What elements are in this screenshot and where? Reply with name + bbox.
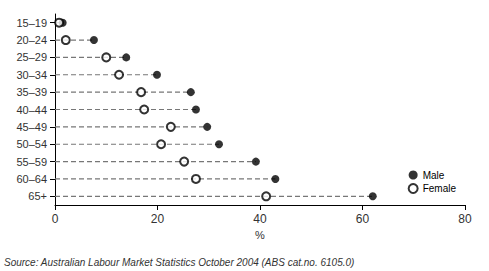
svg-text:60: 60 [356, 212, 370, 226]
svg-text:Source: Australian Labour Mark: Source: Australian Labour Market Statist… [4, 257, 354, 268]
svg-text:25–29: 25–29 [16, 51, 47, 63]
svg-text:65+: 65+ [28, 190, 47, 202]
svg-text:45–49: 45–49 [16, 121, 47, 133]
svg-text:40: 40 [253, 212, 267, 226]
svg-text:40–44: 40–44 [16, 104, 47, 116]
svg-text:50–54: 50–54 [16, 138, 47, 150]
svg-text:30–34: 30–34 [16, 69, 47, 81]
svg-text:35–39: 35–39 [16, 86, 47, 98]
svg-text:20–24: 20–24 [16, 34, 47, 46]
svg-text:Male: Male [423, 170, 445, 181]
svg-text:%: % [255, 229, 265, 241]
svg-text:60–64: 60–64 [16, 173, 47, 185]
svg-text:Female: Female [423, 183, 457, 194]
svg-text:55–59: 55–59 [16, 156, 47, 168]
svg-text:80: 80 [458, 212, 472, 226]
svg-text:0: 0 [52, 212, 59, 226]
svg-text:20: 20 [151, 212, 165, 226]
svg-text:15–19: 15–19 [16, 17, 47, 29]
